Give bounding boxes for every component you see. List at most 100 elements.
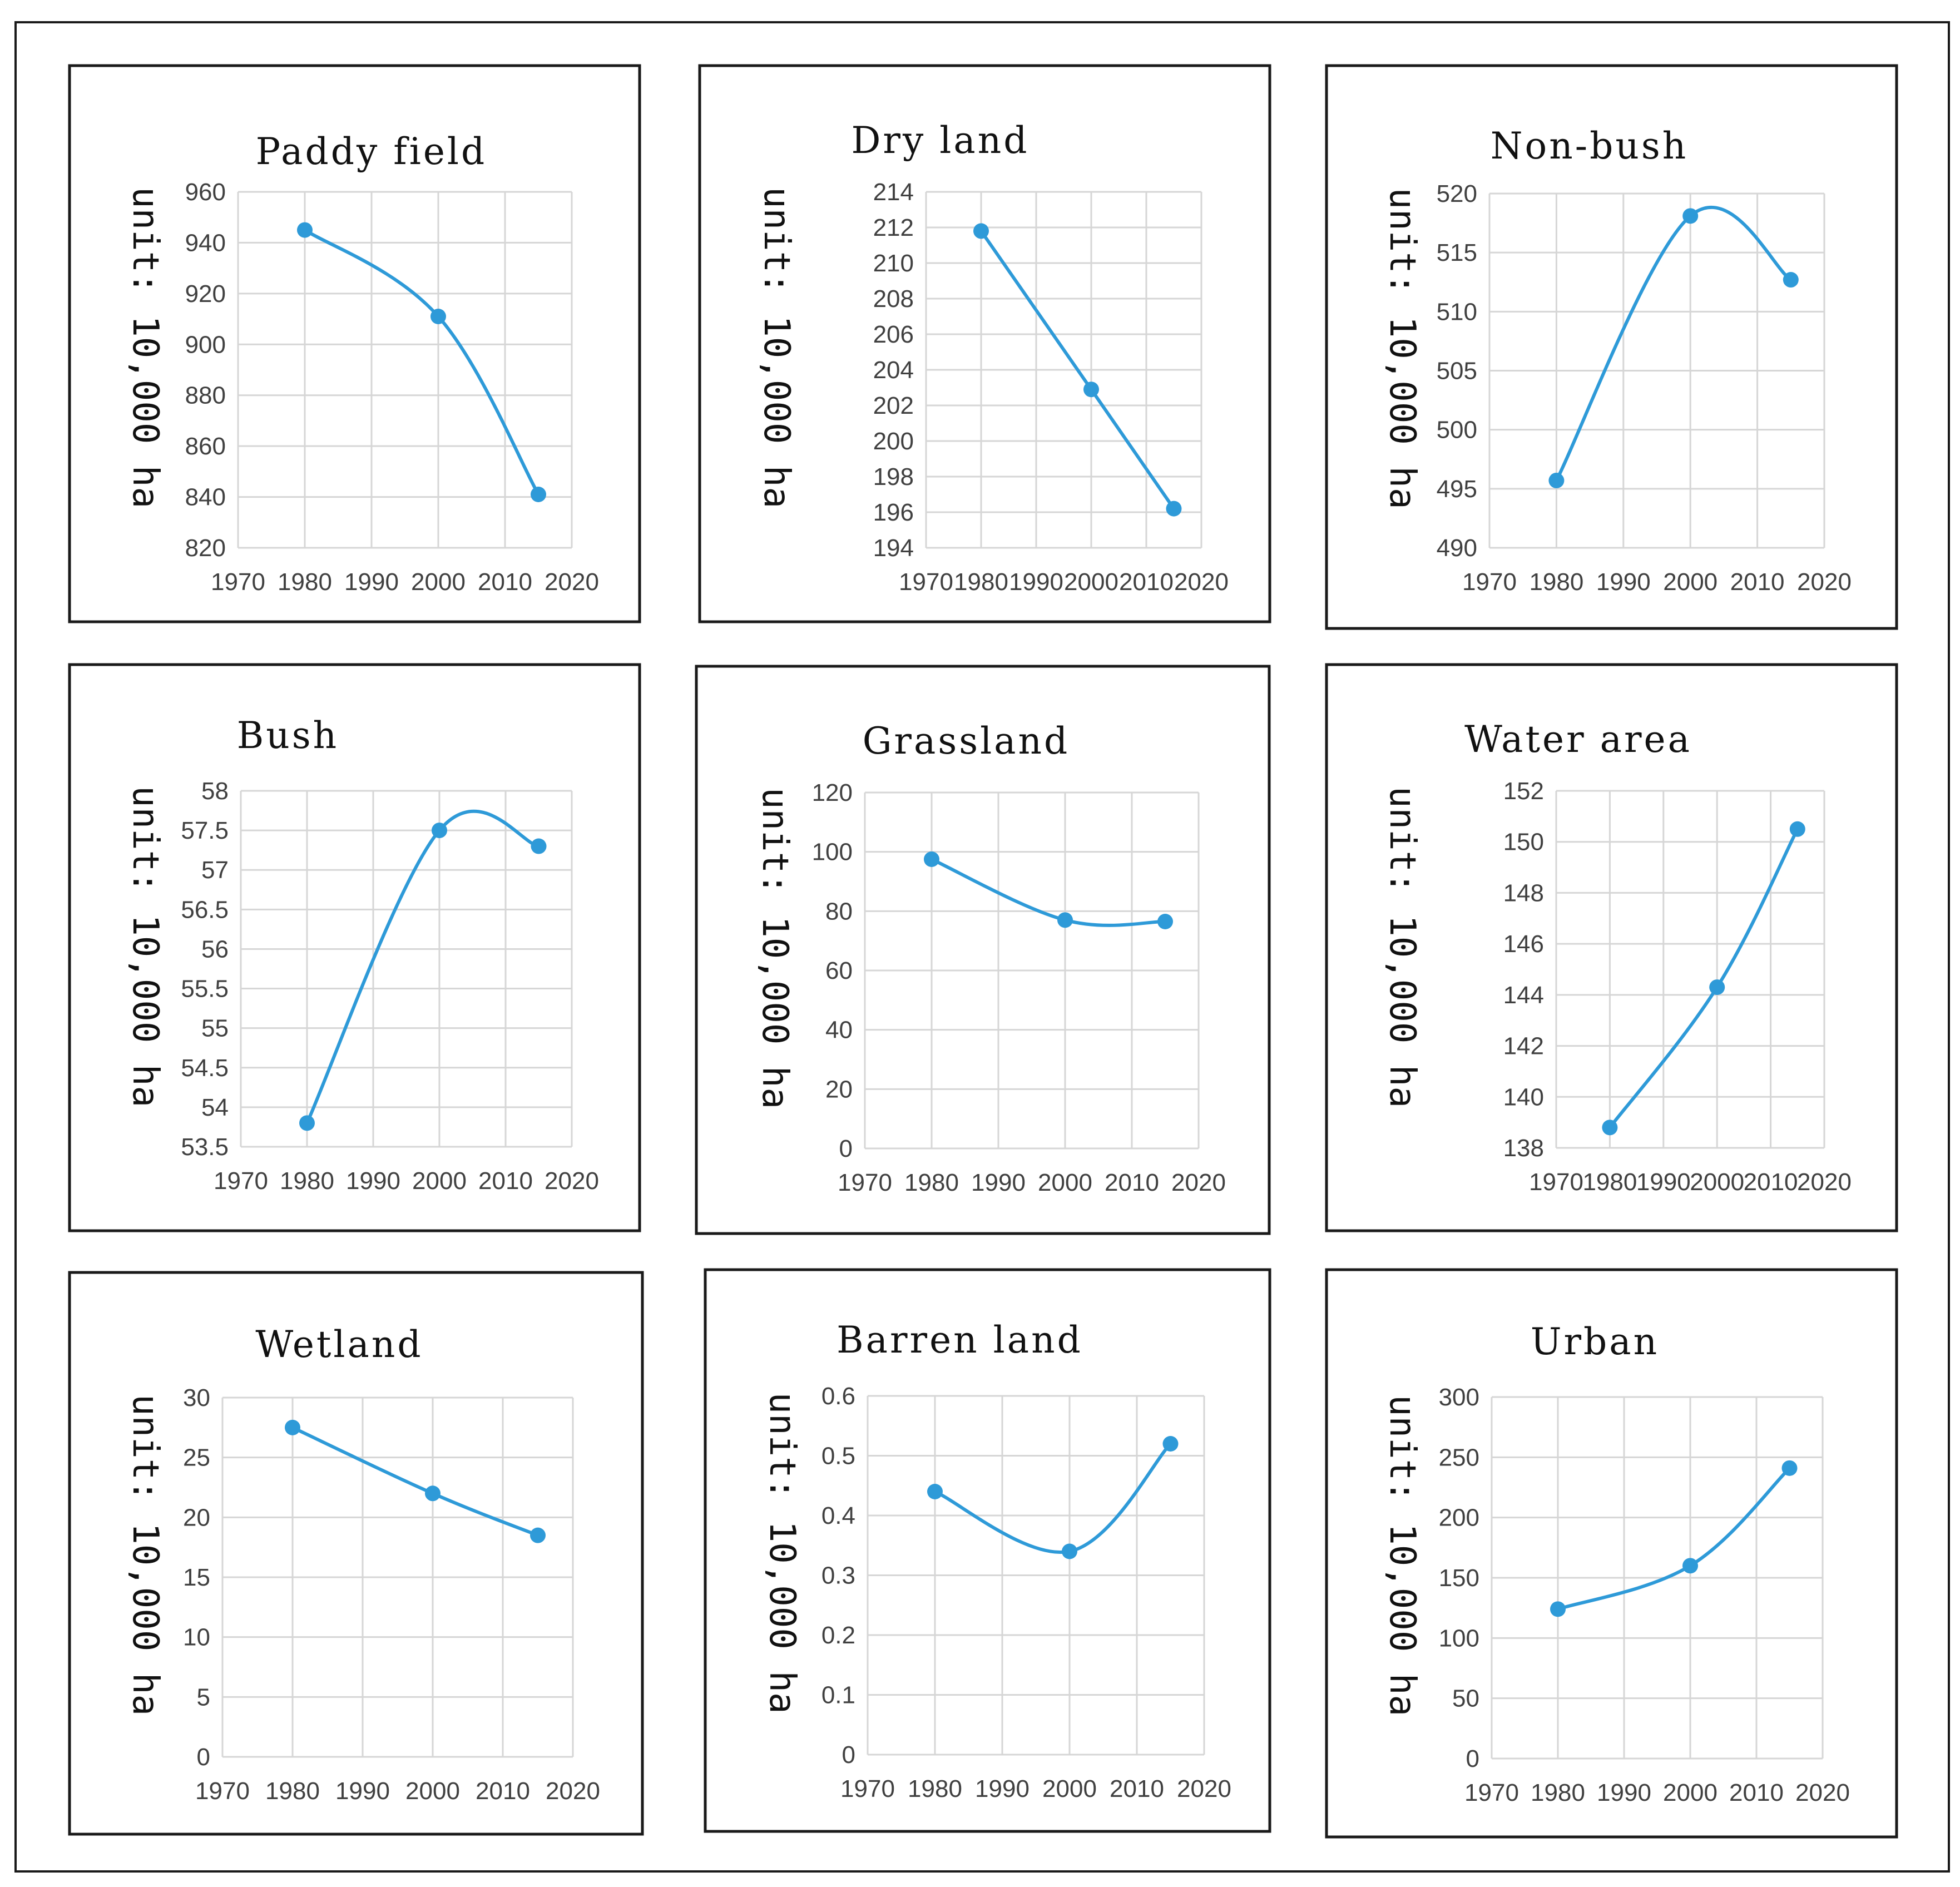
y-tick-label: 152 xyxy=(1503,777,1544,805)
y-tick-label: 0 xyxy=(197,1744,210,1771)
x-tick-label: 2020 xyxy=(1797,1168,1852,1196)
y-tick-label: 0 xyxy=(839,1135,853,1162)
panel-border xyxy=(704,1268,1271,1833)
x-tick-label: 2020 xyxy=(545,568,599,596)
panel-border xyxy=(1325,64,1898,630)
y-tick-label: 50 xyxy=(1452,1685,1479,1712)
x-tick-label: 1970 xyxy=(1529,1168,1583,1196)
x-tick-label: 2020 xyxy=(1797,568,1852,596)
y-tick-label: 60 xyxy=(825,957,853,984)
x-tick-label: 1970 xyxy=(214,1167,268,1195)
x-tick-label: 1990 xyxy=(1596,568,1651,596)
y-tick-label: 208 xyxy=(873,285,914,313)
data-point xyxy=(1682,208,1699,224)
data-point xyxy=(1781,1460,1798,1476)
y-tick-label: 920 xyxy=(185,280,226,308)
y-tick-label: 100 xyxy=(812,839,853,866)
y-tick-label: 300 xyxy=(1439,1384,1479,1411)
data-point xyxy=(1602,1120,1618,1136)
x-tick-label: 1970 xyxy=(838,1169,892,1196)
x-tick-label: 2020 xyxy=(1174,568,1229,596)
data-point xyxy=(1083,382,1099,398)
chart-panel: 194 196 198 200 202 204 206 208 210 212 214 1970 198… xyxy=(698,64,1271,623)
x-tick-label: 2020 xyxy=(546,1777,600,1805)
y-tick-label: 0 xyxy=(842,1741,855,1769)
y-tick-label: 15 xyxy=(183,1564,210,1591)
y-tick-label: 144 xyxy=(1503,982,1544,1009)
data-point xyxy=(1162,1436,1179,1452)
x-tick-label: 2010 xyxy=(1729,1779,1784,1806)
y-tick-label: 150 xyxy=(1503,829,1544,856)
y-tick-label: 30 xyxy=(183,1384,210,1411)
y-tick-label: 146 xyxy=(1503,930,1544,958)
y-tick-label: 202 xyxy=(873,392,914,419)
data-point xyxy=(973,223,989,239)
y-axis-label: unit: 10,000 ha xyxy=(125,786,166,1107)
x-tick-label: 2000 xyxy=(412,1167,467,1195)
y-tick-label: 150 xyxy=(1439,1564,1479,1592)
y-tick-label: 900 xyxy=(185,331,226,358)
y-tick-label: 940 xyxy=(185,229,226,256)
x-tick-label: 2000 xyxy=(411,568,466,596)
y-tick-label: 490 xyxy=(1437,534,1477,562)
x-tick-label: 2000 xyxy=(1663,568,1718,596)
data-point xyxy=(285,1419,300,1435)
chart-title: Paddy field xyxy=(256,130,487,173)
panel-border xyxy=(698,64,1271,623)
y-tick-label: 0.2 xyxy=(821,1622,855,1649)
data-point xyxy=(531,838,547,854)
panel-border xyxy=(695,665,1271,1235)
x-tick-label: 2020 xyxy=(1177,1775,1231,1802)
y-tick-label: 880 xyxy=(185,382,226,409)
y-axis-label: unit: 10,000 ha xyxy=(754,788,795,1109)
y-tick-label: 250 xyxy=(1439,1444,1479,1471)
y-tick-label: 204 xyxy=(873,356,914,384)
data-point xyxy=(1550,1601,1566,1617)
chart-panel: 490 495 500 505 510 515 520 1970 1980 1990 2000 201… xyxy=(1325,64,1898,630)
x-tick-label: 1980 xyxy=(1582,1168,1637,1196)
y-tick-label: 495 xyxy=(1437,476,1477,503)
x-tick-label: 2000 xyxy=(1064,568,1118,596)
y-tick-label: 148 xyxy=(1503,879,1544,907)
y-tick-label: 212 xyxy=(873,214,914,241)
x-tick-label: 2020 xyxy=(1171,1169,1226,1196)
x-tick-label: 2000 xyxy=(1663,1779,1718,1806)
x-tick-label: 1980 xyxy=(1529,568,1583,596)
x-tick-label: 2000 xyxy=(1038,1169,1092,1196)
y-tick-label: 80 xyxy=(825,898,853,925)
y-tick-label: 520 xyxy=(1437,180,1477,207)
y-tick-label: 25 xyxy=(183,1444,210,1472)
x-tick-label: 2010 xyxy=(478,1167,533,1195)
x-tick-label: 2010 xyxy=(1110,1775,1164,1802)
x-tick-label: 1970 xyxy=(211,568,265,596)
y-tick-label: 58 xyxy=(201,777,229,805)
x-tick-label: 1970 xyxy=(1462,568,1517,596)
y-tick-label: 0.1 xyxy=(821,1682,855,1709)
x-tick-label: 1980 xyxy=(278,568,332,596)
data-point xyxy=(927,1484,943,1499)
panel-border xyxy=(1325,1268,1898,1839)
x-tick-label: 1980 xyxy=(904,1169,959,1196)
x-tick-label: 1980 xyxy=(954,568,1008,596)
y-tick-label: 515 xyxy=(1437,239,1477,266)
y-tick-label: 0 xyxy=(1466,1745,1479,1772)
y-tick-label: 210 xyxy=(873,250,914,277)
chart-panel: 820 840 860 880 900 920 940 960 1970 1980 1990 2000… xyxy=(68,64,641,623)
y-tick-label: 56.5 xyxy=(181,896,229,923)
panel-border xyxy=(68,663,641,1232)
chart-panel: 0 20 40 60 80 100 120 1970 1980 1990 2000 2010 2020 G… xyxy=(695,665,1271,1235)
y-tick-label: 820 xyxy=(185,534,226,562)
data-point xyxy=(297,222,313,238)
y-tick-label: 0.4 xyxy=(821,1502,855,1529)
x-tick-label: 1980 xyxy=(908,1775,962,1802)
y-axis-label: unit: 10,000 ha xyxy=(125,187,166,508)
x-tick-label: 1980 xyxy=(280,1167,334,1195)
x-tick-label: 1970 xyxy=(899,568,953,596)
x-tick-label: 2000 xyxy=(405,1777,460,1805)
y-tick-label: 500 xyxy=(1437,417,1477,444)
y-tick-label: 57 xyxy=(201,856,229,884)
chart-panel: 0 50 100 150 200 250 300 1970 1980 1990 2000 2010 20… xyxy=(1325,1268,1898,1839)
chart-title: Dry land xyxy=(852,119,1030,162)
y-tick-label: 5 xyxy=(197,1683,210,1711)
